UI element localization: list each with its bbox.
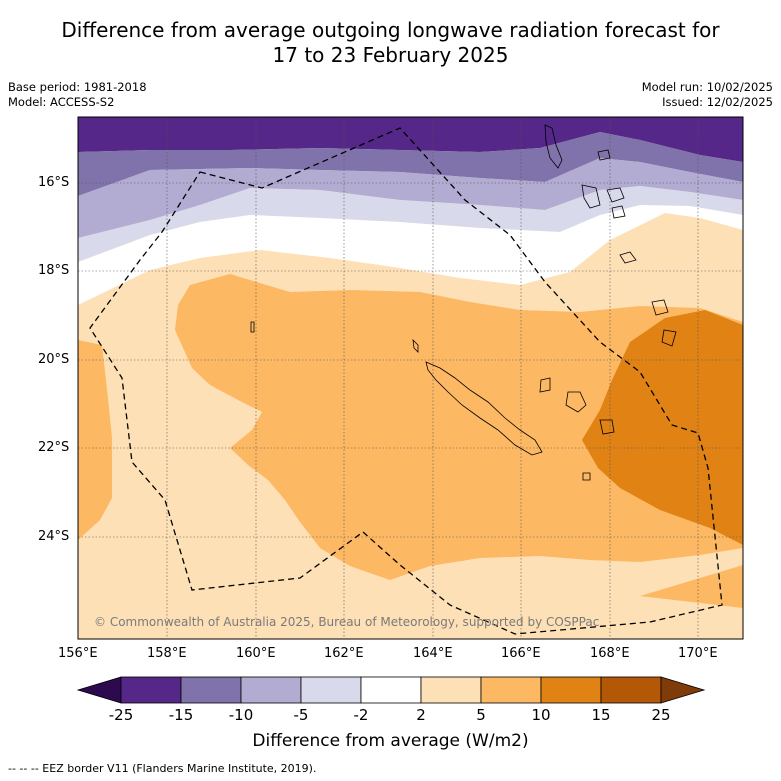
field-purple-2 (78, 186, 743, 262)
island-9 (565, 391, 587, 413)
lon-label-168e: 168°E (590, 646, 630, 661)
lat-label-18s: 18°S (38, 263, 70, 278)
colorbar (76, 676, 706, 704)
colorbar-tick: 2 (416, 706, 426, 724)
title-line-1: Difference from average outgoing longwav… (61, 18, 720, 42)
field-orange-5 (175, 274, 743, 580)
island-2 (606, 187, 625, 203)
issued-date: Issued: 12/02/2025 (662, 95, 773, 109)
map-field: © Commonwealth of Australia 2025, Bureau… (78, 117, 743, 639)
colorbar-seg-5 (360, 676, 422, 704)
island-11 (582, 472, 591, 481)
colorbar-title: Difference from average (W/m2) (252, 731, 529, 751)
base-period: Base period: 1981-2018 (8, 80, 147, 94)
colorbar-tick: -25 (108, 706, 134, 724)
eez-border (89, 127, 723, 635)
lon-label-170e: 170°E (678, 646, 718, 661)
island-7 (661, 329, 677, 347)
copyright-text: © Commonwealth of Australia 2025, Bureau… (94, 615, 599, 629)
colorbar-seg-2 (180, 676, 242, 704)
island-1 (597, 149, 611, 161)
lat-label-16s: 16°S (38, 175, 70, 190)
colorbar-tick: -5 (293, 706, 309, 724)
island-13 (412, 338, 419, 353)
colorbar-seg-3 (240, 676, 302, 704)
island-3 (581, 184, 601, 209)
colorbar-tick: -10 (228, 706, 254, 724)
lon-label-156e: 156°E (58, 646, 98, 661)
field-orange-5-west (78, 340, 112, 540)
eez-legend: -- -- -- EEZ border V11 (Flanders Marine… (8, 762, 317, 775)
lon-label-164e: 164°E (413, 646, 453, 661)
island-8 (539, 377, 551, 393)
lat-label-24s: 24°S (38, 529, 70, 544)
island-10 (599, 419, 615, 435)
field-orange-5-se (640, 565, 743, 608)
colorbar-seg-1 (120, 676, 182, 704)
title-line-2: 17 to 23 February 2025 (272, 43, 509, 67)
lon-label-162e: 162°E (324, 646, 364, 661)
new-caledonia-island (425, 361, 543, 456)
lat-label-22s: 22°S (38, 440, 70, 455)
colorbar-seg-7 (480, 676, 542, 704)
island-5 (619, 251, 637, 264)
lon-label-160e: 160°E (236, 646, 276, 661)
colorbar-tick: 10 (531, 706, 551, 724)
grid-lines (78, 117, 743, 639)
colorbar-low-arrow (76, 676, 122, 704)
espiritu-santo-island (544, 124, 563, 169)
island-6 (651, 299, 669, 316)
map-title: Difference from average outgoing longwav… (0, 18, 781, 68)
field-white (78, 205, 743, 305)
field-orange-10 (582, 310, 743, 545)
island-12 (250, 321, 255, 333)
colorbar-tick: 5 (476, 706, 486, 724)
colorbar-tick: -2 (353, 706, 369, 724)
colorbar-seg-9 (600, 676, 662, 704)
colorbar-seg-6 (420, 676, 482, 704)
field-purple-5 (78, 158, 743, 238)
meta-left: Base period: 1981-2018 Model: ACCESS-S2 (8, 80, 147, 110)
model-run: Model run: 10/02/2025 (641, 80, 773, 94)
lon-label-158e: 158°E (147, 646, 187, 661)
island-4 (611, 205, 626, 219)
colorbar-tick: 25 (651, 706, 671, 724)
colorbar-tick: 15 (591, 706, 611, 724)
lat-label-20s: 20°S (38, 352, 70, 367)
map-frame (77, 116, 744, 640)
coastlines (250, 124, 677, 481)
colorbar-high-arrow (660, 676, 706, 704)
meta-right: Model run: 10/02/2025 Issued: 12/02/2025 (642, 80, 773, 110)
model-name: Model: ACCESS-S2 (8, 95, 115, 109)
lon-label-166e: 166°E (501, 646, 541, 661)
field-purple-10 (78, 132, 743, 196)
colorbar-tick: -15 (168, 706, 194, 724)
colorbar-seg-8 (540, 676, 602, 704)
colorbar-seg-4 (300, 676, 362, 704)
